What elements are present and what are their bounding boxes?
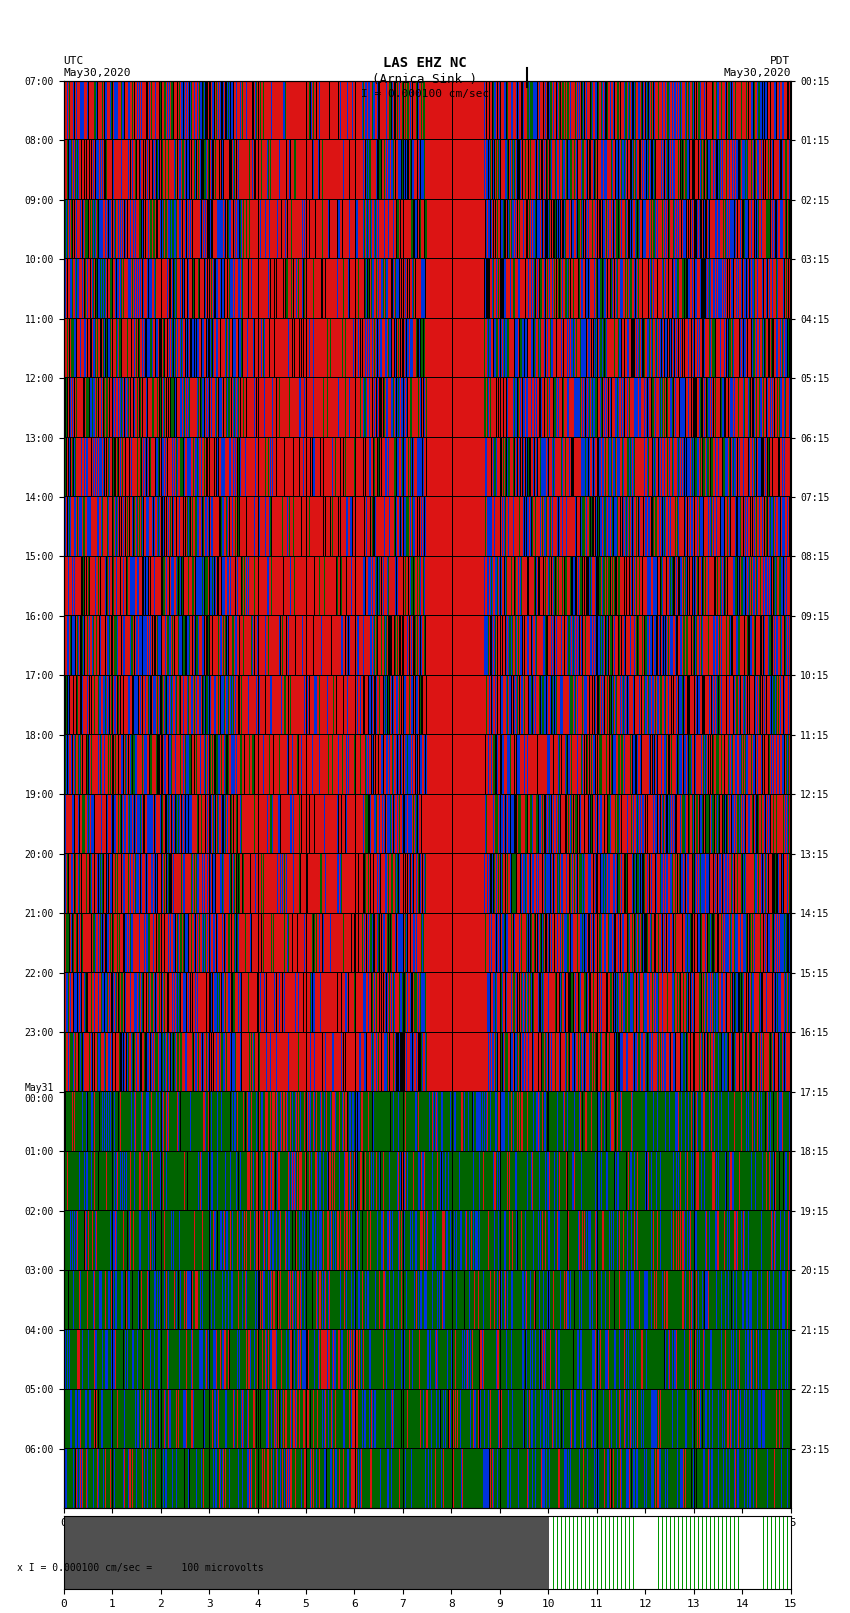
Text: PDT
May30,2020: PDT May30,2020 [723,56,791,77]
Text: I = 0.000100 cm/sec: I = 0.000100 cm/sec [361,89,489,98]
X-axis label: TIME (MINUTES): TIME (MINUTES) [375,1534,479,1547]
Text: (Arnica Sink ): (Arnica Sink ) [372,73,478,85]
Text: LAS EHZ NC: LAS EHZ NC [383,56,467,71]
Text: UTC
May30,2020: UTC May30,2020 [64,56,131,77]
Text: x I = 0.000100 cm/sec =     100 microvolts: x I = 0.000100 cm/sec = 100 microvolts [17,1563,264,1573]
